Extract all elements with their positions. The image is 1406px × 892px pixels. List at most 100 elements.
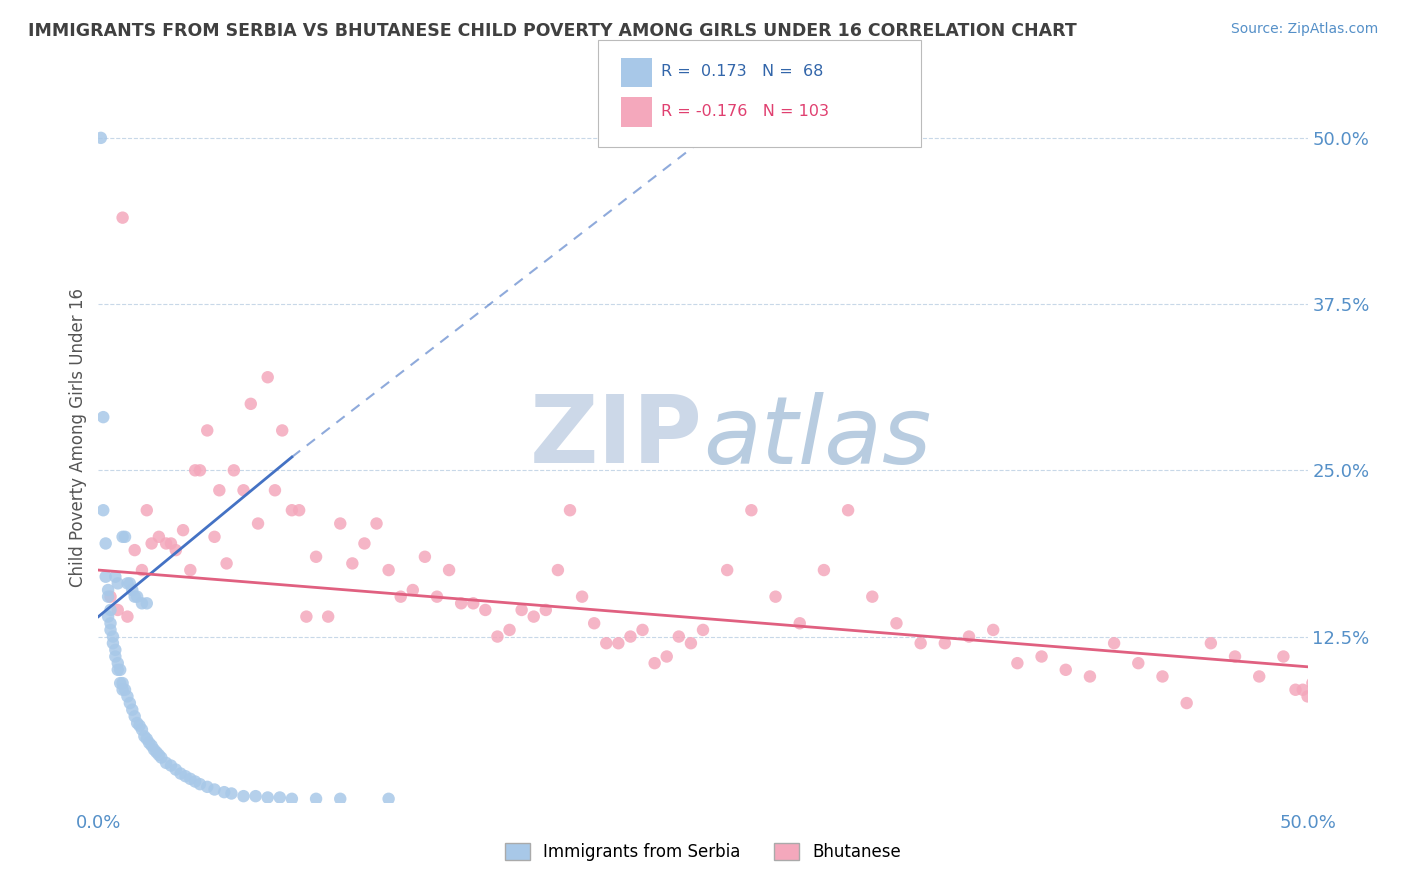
Point <box>204 530 226 544</box>
Point <box>143 742 166 756</box>
Point <box>1054 663 1077 677</box>
Point <box>281 792 304 806</box>
Point <box>1175 696 1198 710</box>
Text: atlas: atlas <box>703 392 931 483</box>
Point <box>91 410 114 425</box>
Point <box>247 516 270 531</box>
Point <box>934 636 956 650</box>
Point <box>281 503 304 517</box>
Point <box>668 630 690 644</box>
Point <box>256 790 278 805</box>
Point <box>117 690 139 704</box>
Point <box>94 536 117 550</box>
Point <box>1336 709 1358 723</box>
Point <box>118 696 141 710</box>
Point <box>679 636 702 650</box>
Point <box>195 780 218 794</box>
Point <box>160 536 183 550</box>
Point <box>90 131 112 145</box>
Point <box>607 636 630 650</box>
Point <box>107 663 129 677</box>
Point <box>1364 703 1386 717</box>
Point <box>329 516 352 531</box>
Point <box>114 682 136 697</box>
Point <box>94 570 117 584</box>
Point <box>118 576 141 591</box>
Point <box>619 630 641 644</box>
Point <box>523 609 546 624</box>
Point <box>463 596 485 610</box>
Point <box>97 582 120 597</box>
Text: IMMIGRANTS FROM SERBIA VS BHUTANESE CHILD POVERTY AMONG GIRLS UNDER 16 CORRELATI: IMMIGRANTS FROM SERBIA VS BHUTANESE CHIL… <box>28 22 1077 40</box>
Point <box>474 603 496 617</box>
Point <box>97 590 120 604</box>
Point <box>179 772 201 786</box>
Text: Source: ZipAtlas.com: Source: ZipAtlas.com <box>1230 22 1378 37</box>
Point <box>1296 690 1319 704</box>
Point <box>114 530 136 544</box>
Point <box>128 719 150 733</box>
Point <box>1316 696 1339 710</box>
Point <box>107 603 129 617</box>
Point <box>100 623 122 637</box>
Point <box>160 758 183 772</box>
Point <box>957 630 980 644</box>
Point <box>184 463 207 477</box>
Point <box>148 530 170 544</box>
Point <box>716 563 738 577</box>
Point <box>131 563 153 577</box>
Point <box>910 636 932 650</box>
Point <box>172 523 194 537</box>
Point <box>1284 682 1306 697</box>
Point <box>111 211 134 225</box>
Point <box>195 424 218 438</box>
Point <box>486 630 509 644</box>
Point <box>1326 690 1348 704</box>
Point <box>174 769 197 783</box>
Point <box>138 736 160 750</box>
Point <box>510 603 533 617</box>
Point <box>232 789 254 804</box>
Point <box>765 590 787 604</box>
Point <box>131 596 153 610</box>
Point <box>221 787 243 801</box>
Point <box>100 616 122 631</box>
Point <box>295 609 318 624</box>
Point <box>1393 703 1406 717</box>
Point <box>155 756 177 770</box>
Point <box>232 483 254 498</box>
Text: ZIP: ZIP <box>530 391 703 483</box>
Point <box>1078 669 1101 683</box>
Point <box>101 630 124 644</box>
Point <box>135 731 157 746</box>
Point <box>239 397 262 411</box>
Point <box>124 543 146 558</box>
Point <box>377 792 399 806</box>
Point <box>1272 649 1295 664</box>
Point <box>111 530 134 544</box>
Point <box>155 536 177 550</box>
Point <box>188 463 211 477</box>
Legend: Immigrants from Serbia, Bhutanese: Immigrants from Serbia, Bhutanese <box>498 836 908 868</box>
Point <box>245 789 267 804</box>
Point <box>150 750 173 764</box>
Point <box>208 483 231 498</box>
Point <box>108 676 131 690</box>
Point <box>1292 682 1315 697</box>
Point <box>104 570 127 584</box>
Point <box>1344 703 1367 717</box>
Point <box>269 790 291 805</box>
Point <box>595 636 617 650</box>
Point <box>104 643 127 657</box>
Point <box>271 424 294 438</box>
Point <box>342 557 364 571</box>
Point <box>107 576 129 591</box>
Point <box>426 590 449 604</box>
Point <box>184 774 207 789</box>
Point <box>353 536 375 550</box>
Point <box>1309 696 1331 710</box>
Point <box>498 623 520 637</box>
Point <box>1199 636 1222 650</box>
Point <box>179 563 201 577</box>
Point <box>1031 649 1053 664</box>
